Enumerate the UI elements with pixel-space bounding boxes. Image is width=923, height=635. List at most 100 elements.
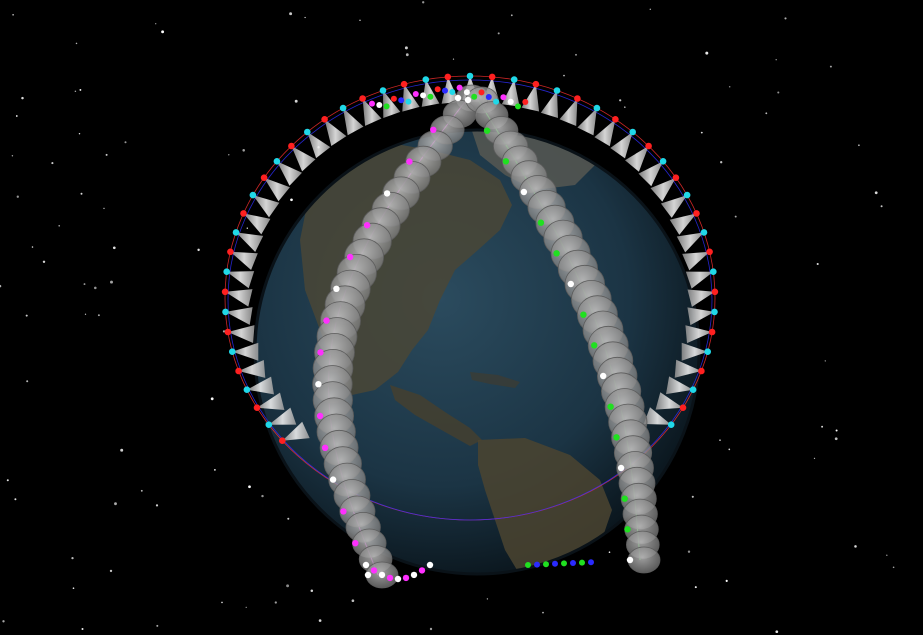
satellite-marker[interactable] — [383, 103, 390, 110]
satellite-marker[interactable] — [406, 158, 413, 165]
satellite-marker[interactable] — [579, 559, 585, 566]
satellite-marker[interactable] — [624, 526, 631, 533]
satellite-marker[interactable] — [626, 556, 634, 564]
satellite-marker[interactable] — [402, 574, 410, 582]
satellite-marker[interactable] — [369, 100, 375, 107]
satellite-marker[interactable] — [667, 421, 675, 429]
satellite-marker[interactable] — [483, 127, 491, 134]
satellite-marker[interactable] — [543, 561, 549, 568]
satellite-marker[interactable] — [363, 222, 371, 229]
satellite-marker[interactable] — [553, 87, 561, 94]
satellite-marker[interactable] — [570, 560, 576, 566]
satellite-marker[interactable] — [580, 311, 587, 318]
satellite-marker[interactable] — [507, 98, 514, 105]
satellite-marker[interactable] — [534, 561, 540, 568]
satellite-marker[interactable] — [708, 328, 716, 336]
satellites[interactable] — [221, 72, 719, 583]
satellite-marker[interactable] — [683, 191, 691, 199]
satellite-marker[interactable] — [466, 72, 474, 80]
satellite-marker[interactable] — [386, 574, 394, 582]
satellite-marker[interactable] — [454, 94, 462, 102]
satellite-marker[interactable] — [265, 421, 273, 429]
satellite-marker[interactable] — [222, 308, 229, 316]
satellite-marker[interactable] — [394, 575, 402, 583]
satellite-marker[interactable] — [427, 93, 434, 100]
satellite-marker[interactable] — [698, 367, 705, 375]
satellite-marker[interactable] — [410, 571, 418, 579]
satellite-marker[interactable] — [593, 104, 601, 112]
satellite-marker[interactable] — [442, 87, 448, 94]
satellite-marker[interactable] — [711, 308, 718, 316]
satellite-marker[interactable] — [502, 158, 510, 165]
satellite-marker[interactable] — [700, 229, 708, 236]
satellite-marker[interactable] — [520, 188, 528, 196]
satellite-marker[interactable] — [456, 84, 463, 91]
satellite-marker[interactable] — [532, 80, 540, 88]
satellite-marker[interactable] — [379, 87, 387, 94]
satellite-marker[interactable] — [378, 571, 386, 579]
satellite-marker[interactable] — [672, 174, 680, 181]
satellite-marker[interactable] — [426, 561, 434, 569]
satellite-marker[interactable] — [370, 567, 378, 574]
satellite-marker[interactable] — [418, 567, 426, 574]
satellite-marker[interactable] — [317, 349, 324, 356]
satellite-marker[interactable] — [223, 268, 230, 276]
satellite-marker[interactable] — [232, 229, 240, 236]
satellite-marker[interactable] — [478, 89, 485, 96]
satellite-marker[interactable] — [553, 250, 560, 257]
satellite-marker[interactable] — [693, 210, 700, 217]
satellite-marker[interactable] — [315, 381, 322, 388]
satellite-marker[interactable] — [333, 285, 340, 292]
satellite-marker[interactable] — [273, 158, 281, 165]
satellite-marker[interactable] — [229, 348, 236, 356]
satellite-marker[interactable] — [488, 73, 496, 81]
satellite-marker[interactable] — [588, 559, 594, 566]
satellite-marker[interactable] — [710, 268, 717, 276]
satellite-marker[interactable] — [400, 80, 408, 88]
satellite-marker[interactable] — [485, 94, 492, 100]
satellite-marker[interactable] — [249, 191, 257, 199]
satellite-marker[interactable] — [463, 89, 470, 96]
satellite-marker[interactable] — [279, 437, 286, 445]
satellite-marker[interactable] — [362, 561, 370, 569]
satellite-marker[interactable] — [405, 98, 412, 105]
satellite-marker[interactable] — [629, 128, 636, 136]
satellite-marker[interactable] — [412, 91, 419, 97]
satellite-marker[interactable] — [420, 92, 427, 99]
satellite-marker[interactable] — [567, 280, 574, 288]
satellite-marker[interactable] — [613, 434, 620, 441]
satellite-marker[interactable] — [659, 158, 667, 165]
satellite-marker[interactable] — [253, 404, 261, 412]
satellite-marker[interactable] — [235, 367, 242, 375]
satellite-marker[interactable] — [607, 403, 614, 410]
satellite-marker[interactable] — [537, 219, 545, 226]
satellite-marker[interactable] — [383, 190, 391, 197]
satellite-marker[interactable] — [574, 95, 581, 102]
satellite-marker[interactable] — [434, 86, 441, 93]
satellite-marker[interactable] — [340, 508, 347, 515]
satellite-marker[interactable] — [304, 128, 311, 136]
satellite-marker[interactable] — [329, 476, 337, 483]
satellite-marker[interactable] — [561, 560, 567, 567]
satellite-marker[interactable] — [422, 76, 430, 83]
satellite-marker[interactable] — [510, 76, 518, 83]
satellite-marker[interactable] — [522, 99, 529, 105]
satellite-marker[interactable] — [552, 560, 558, 567]
satellite-marker[interactable] — [364, 571, 372, 579]
satellite-marker[interactable] — [240, 210, 247, 217]
satellite-marker[interactable] — [224, 328, 232, 336]
satellite-marker[interactable] — [500, 94, 507, 101]
satellite-marker[interactable] — [288, 142, 295, 150]
satellite-marker[interactable] — [359, 95, 366, 102]
satellite-marker[interactable] — [621, 495, 628, 502]
satellite-marker[interactable] — [679, 404, 687, 412]
satellite-marker[interactable] — [430, 126, 437, 133]
satellite-marker[interactable] — [711, 288, 719, 296]
satellite-marker[interactable] — [600, 372, 607, 380]
satellite-marker[interactable] — [346, 253, 354, 261]
satellite-marker[interactable] — [321, 116, 328, 123]
satellite-marker[interactable] — [339, 104, 347, 112]
satellite-marker[interactable] — [444, 73, 452, 81]
satellite-marker[interactable] — [704, 348, 711, 356]
satellite-marker[interactable] — [398, 97, 405, 104]
